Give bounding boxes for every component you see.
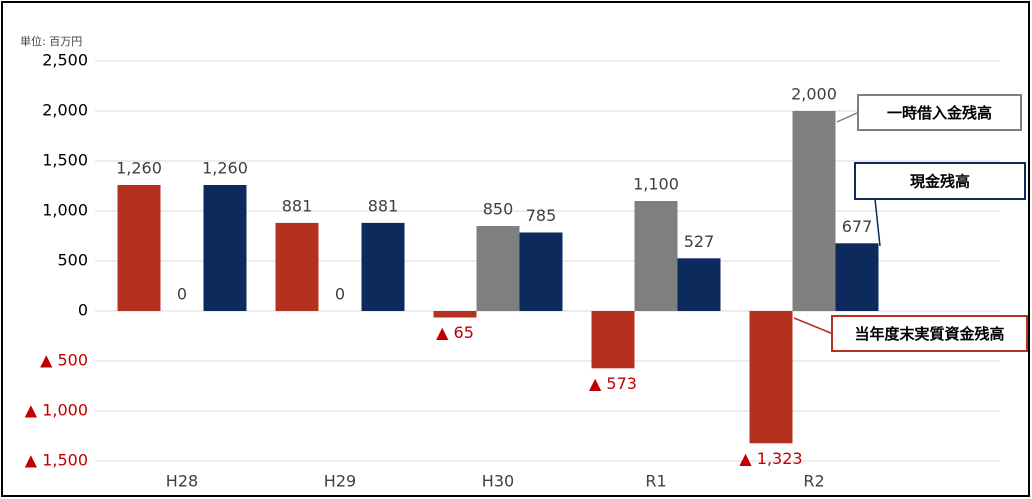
callout-line	[793, 317, 833, 335]
value-label: 881	[368, 196, 399, 215]
bar	[677, 258, 721, 311]
y-tick-label: ▲ 500	[40, 351, 88, 370]
x-tick-label: R2	[803, 472, 824, 491]
x-tick-label: H30	[482, 472, 514, 491]
x-tick-label: H28	[166, 472, 198, 491]
y-tick-label: 1,000	[42, 201, 88, 220]
value-label: ▲ 65	[436, 323, 474, 342]
value-label: 1,260	[116, 159, 162, 178]
callout-line	[874, 198, 881, 247]
bar	[361, 222, 405, 311]
value-label: ▲ 573	[589, 374, 637, 393]
bar	[117, 185, 161, 311]
value-label: 527	[684, 232, 715, 251]
bar	[749, 311, 793, 444]
callout-box	[854, 162, 1026, 200]
y-tick-label: 2,500	[42, 51, 88, 70]
value-label: 1,100	[633, 175, 679, 194]
bar	[476, 226, 520, 311]
x-tick-label: R1	[645, 472, 666, 491]
value-label: 1,260	[202, 159, 248, 178]
bar	[792, 111, 836, 311]
bar	[433, 311, 477, 318]
y-tick-label: 1,500	[42, 151, 88, 170]
value-label: 785	[526, 206, 557, 225]
y-tick-label: 0	[78, 301, 88, 320]
y-tick-label: 2,000	[42, 101, 88, 120]
callout-line	[836, 111, 859, 123]
bar	[634, 201, 678, 311]
value-label: 0	[335, 285, 345, 304]
value-label: 850	[483, 200, 514, 219]
value-label: 881	[282, 196, 313, 215]
legend-label: 現金残高	[910, 173, 970, 191]
x-tick-label: H29	[324, 472, 356, 491]
value-label: 2,000	[791, 85, 837, 104]
unit-label: 単位: 百万円	[20, 34, 82, 48]
y-tick-label: 500	[57, 251, 88, 270]
legend-label: 一時借入金残高	[887, 104, 992, 122]
y-tick-label: ▲ 1,000	[25, 401, 88, 420]
value-label: 677	[842, 217, 873, 236]
callout-box	[857, 94, 1022, 131]
bar	[835, 243, 879, 311]
legend-label: 当年度末実質資金残高	[854, 325, 1004, 343]
value-label: 0	[177, 285, 187, 304]
bar	[519, 232, 563, 311]
bar	[203, 185, 247, 311]
y-tick-label: ▲ 1,500	[25, 451, 88, 470]
value-label: ▲ 1,323	[739, 449, 802, 468]
bar	[591, 311, 635, 369]
callout-box	[831, 315, 1028, 352]
bar	[275, 222, 319, 311]
